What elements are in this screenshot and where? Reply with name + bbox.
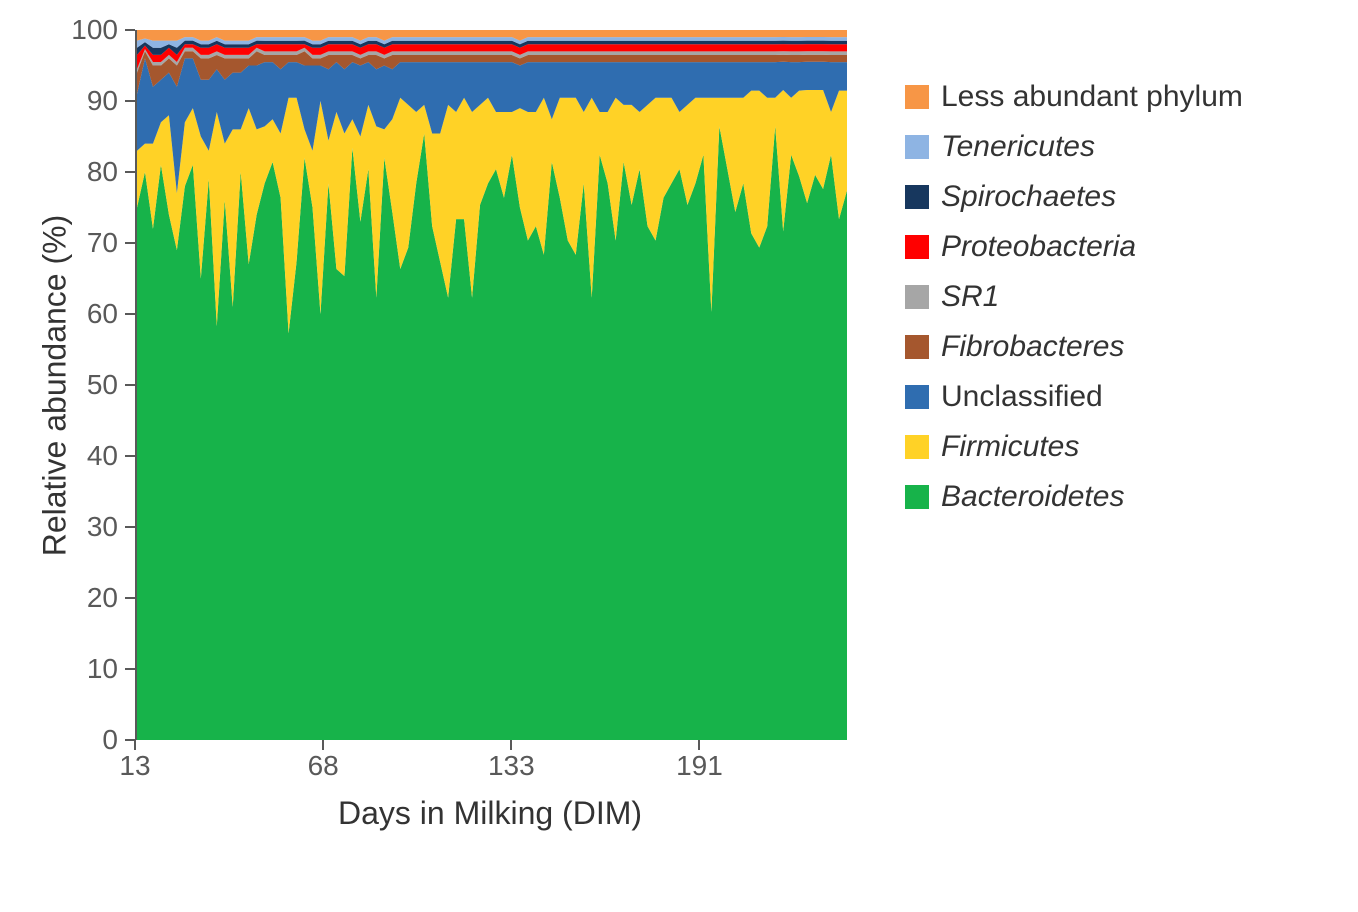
legend: Less abundant phylum Tenericutes Spirochae… [905,80,1243,530]
legend-swatch [905,135,929,159]
figure-container: Relative abundance (%) Days in Milking (… [0,0,1358,912]
legend-item: Less abundant phylum [905,80,1243,114]
y-tick-label: 70 [63,227,118,259]
legend-item: Bacteroidetes [905,480,1243,514]
y-tick-mark [125,313,135,315]
y-tick-label: 40 [63,440,118,472]
y-tick-mark [125,526,135,528]
legend-label: Bacteroidetes [941,480,1124,514]
x-tick-mark [510,740,512,750]
legend-label: Firmicutes [941,430,1079,464]
x-tick-label: 68 [293,750,353,782]
x-tick-mark [322,740,324,750]
legend-label: Unclassified [941,380,1103,414]
y-tick-label: 90 [63,85,118,117]
x-tick-label: 133 [481,750,541,782]
y-tick-label: 80 [63,156,118,188]
x-axis-label: Days in Milking (DIM) [310,795,670,832]
legend-swatch [905,485,929,509]
legend-label: Less abundant phylum [941,80,1243,114]
legend-swatch [905,335,929,359]
y-tick-mark [125,171,135,173]
x-tick-label: 13 [105,750,165,782]
legend-label: Spirochaetes [941,180,1116,214]
plot-area [135,30,845,740]
legend-item: Fibrobacteres [905,330,1243,364]
legend-item: Tenericutes [905,130,1243,164]
legend-swatch [905,235,929,259]
legend-swatch [905,435,929,459]
y-tick-label: 50 [63,369,118,401]
x-tick-label: 191 [669,750,729,782]
x-tick-mark [134,740,136,750]
legend-swatch [905,185,929,209]
legend-label: Tenericutes [941,130,1095,164]
y-tick-mark [125,384,135,386]
legend-label: SR1 [941,280,999,314]
y-tick-label: 10 [63,653,118,685]
legend-swatch [905,385,929,409]
legend-item: SR1 [905,280,1243,314]
legend-swatch [905,85,929,109]
y-tick-mark [125,29,135,31]
y-tick-label: 100 [63,14,118,46]
legend-swatch [905,285,929,309]
stacked-area-svg [137,30,847,740]
y-tick-label: 20 [63,582,118,614]
y-tick-mark [125,668,135,670]
y-tick-label: 60 [63,298,118,330]
y-tick-mark [125,100,135,102]
area-bacteroidetes [137,126,847,740]
y-tick-label: 30 [63,511,118,543]
legend-item: Unclassified [905,380,1243,414]
legend-label: Proteobacteria [941,230,1136,264]
legend-item: Proteobacteria [905,230,1243,264]
y-tick-mark [125,597,135,599]
y-tick-mark [125,242,135,244]
legend-label: Fibrobacteres [941,330,1124,364]
legend-item: Spirochaetes [905,180,1243,214]
legend-item: Firmicutes [905,430,1243,464]
y-tick-mark [125,455,135,457]
x-tick-mark [698,740,700,750]
